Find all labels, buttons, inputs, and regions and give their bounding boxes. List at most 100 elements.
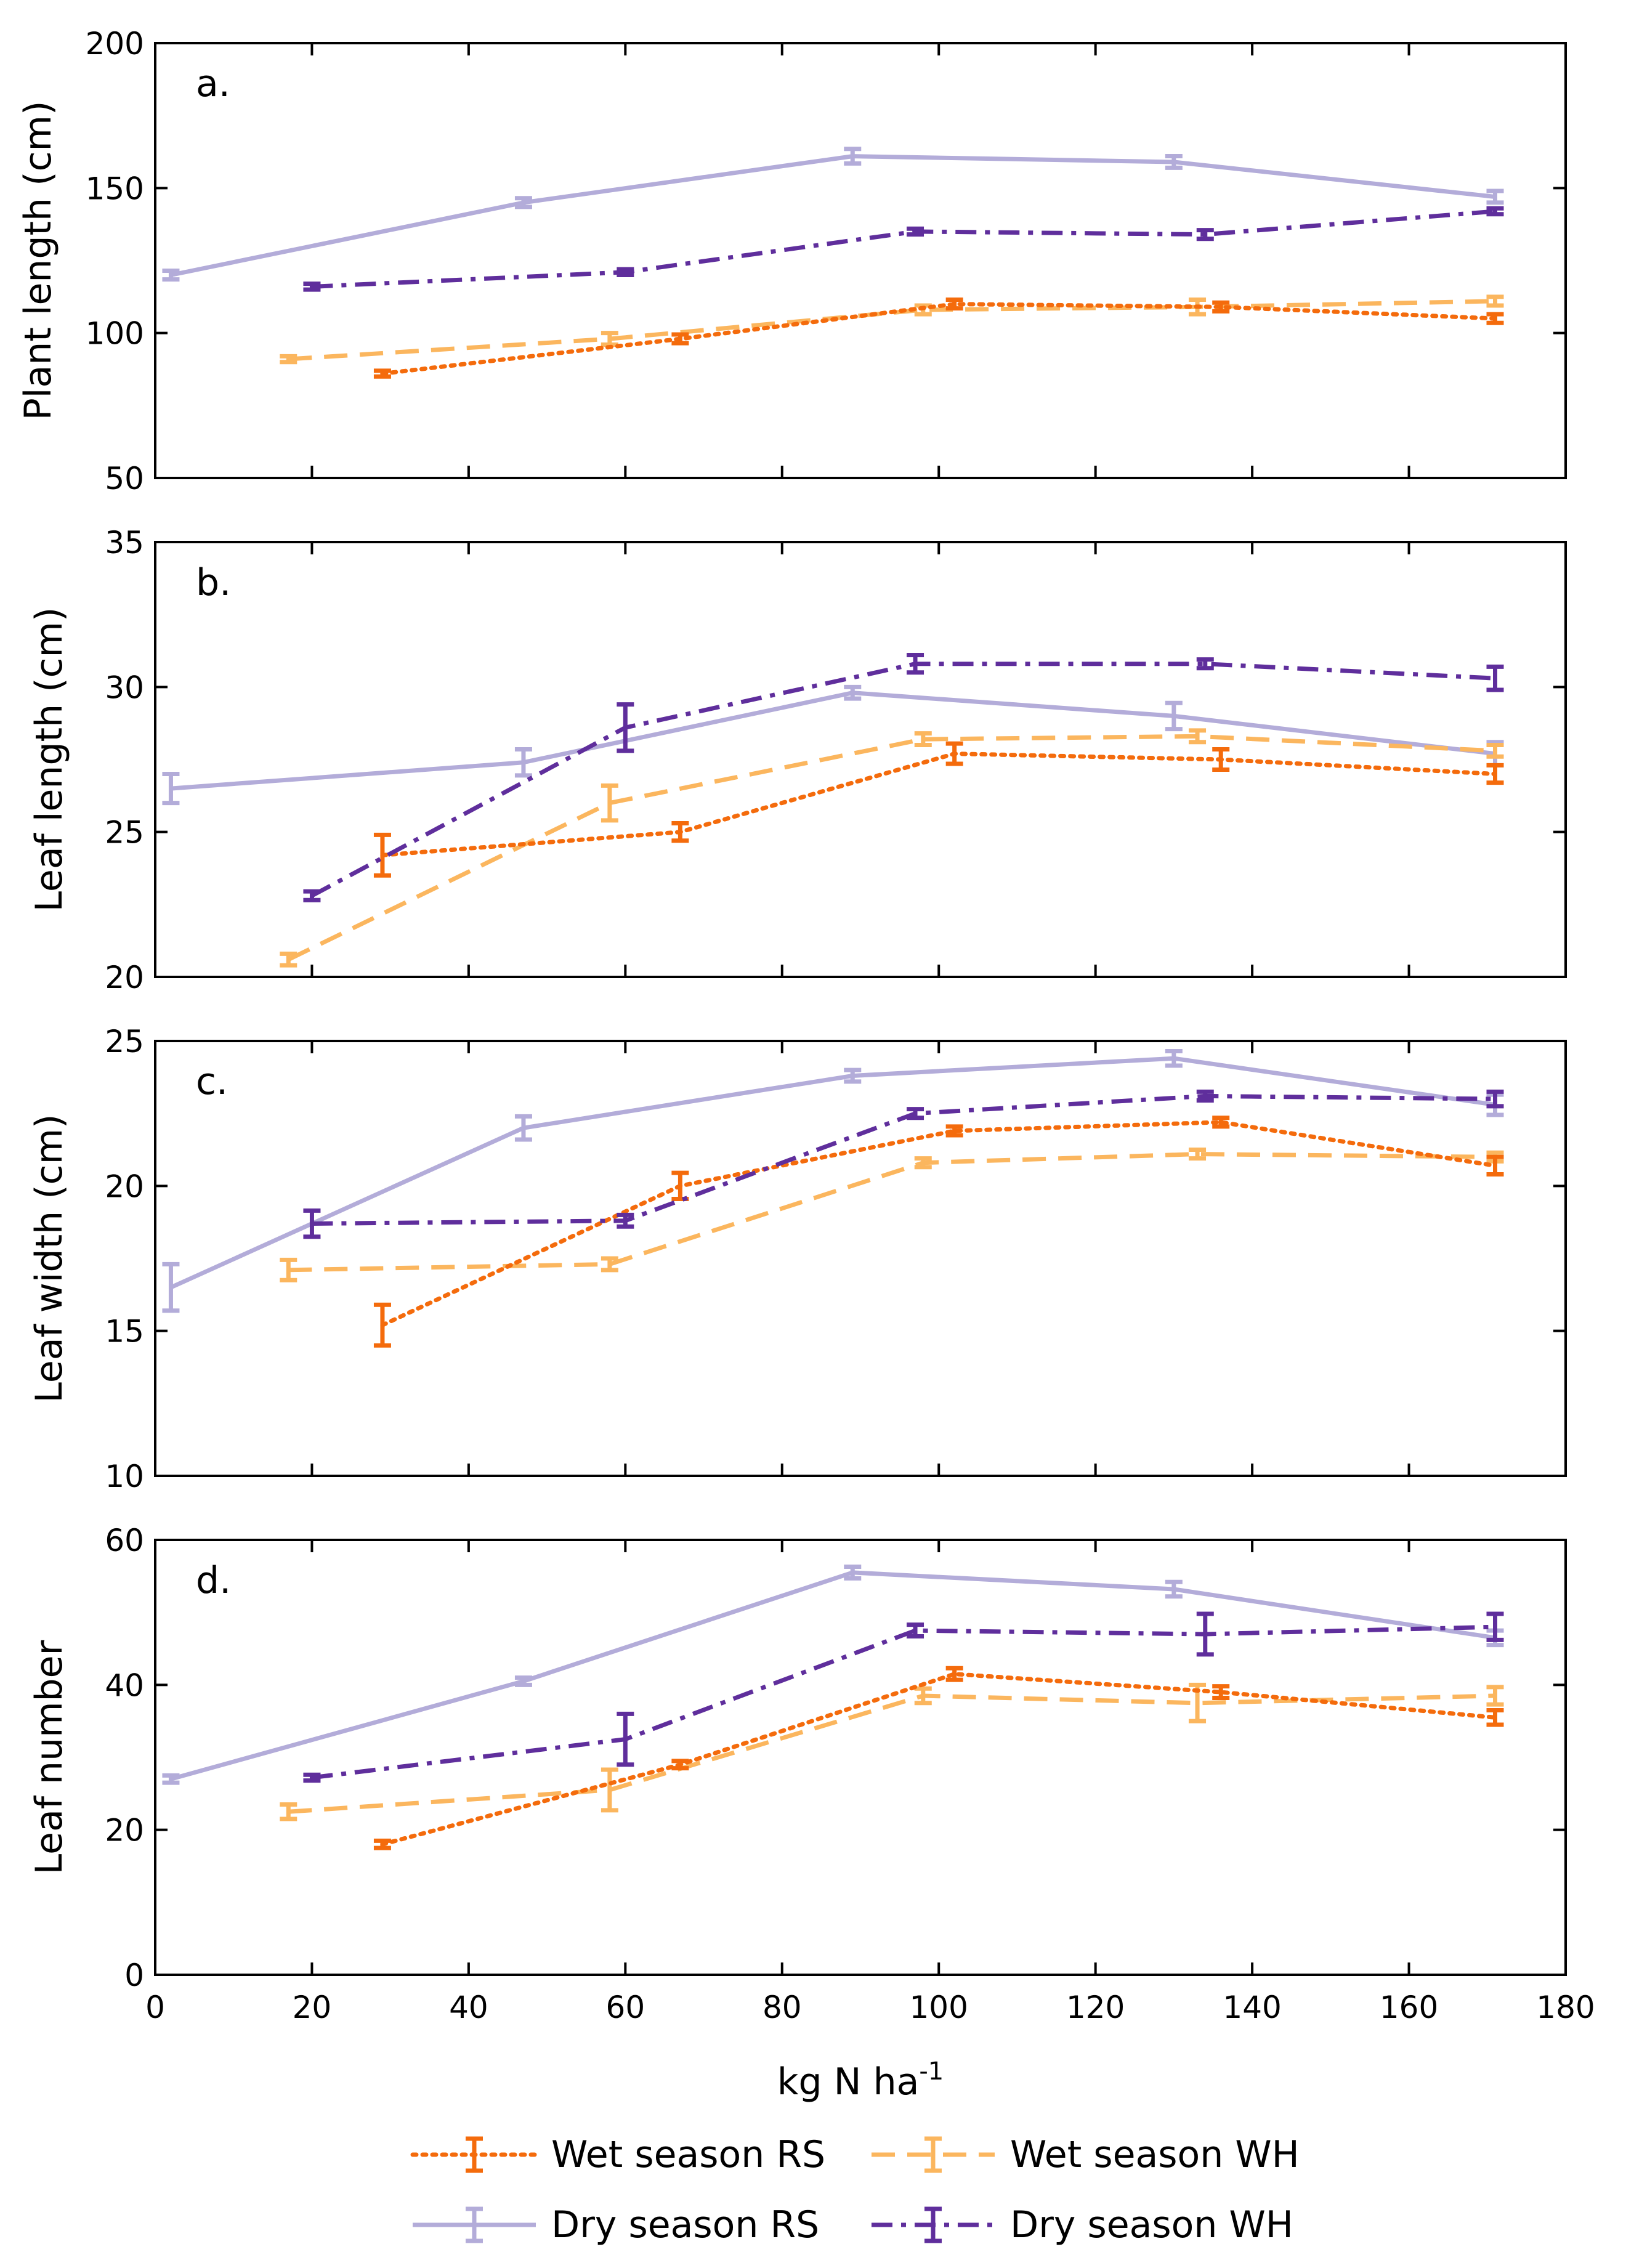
x-tick-label: 180 — [1536, 1990, 1595, 2025]
panel-c-wet-season-rs-line — [380, 1120, 1497, 1327]
panel-c-wet-season-rs-point — [1212, 1116, 1230, 1129]
panel-d-dry-season-wh-point — [1486, 1611, 1504, 1642]
panel-d-ytick-label: 20 — [105, 1813, 144, 1849]
panel-d-label: d. — [196, 1559, 231, 1602]
panel-a-dry-season-wh-point — [1486, 206, 1504, 217]
panel-b-wet-season-rs-point — [945, 741, 963, 766]
panel-d: d. Leaf number 0 20 40 60 0 20 40 60 80 100 120 140… — [28, 1523, 1595, 2025]
panel-b-wet-season-rs-point — [373, 832, 391, 878]
panel-d-series — [162, 1565, 1504, 1850]
panel-a-wet-season-rs-point — [1212, 300, 1230, 314]
panel-c-dry-season-rs-point — [514, 1114, 532, 1142]
panel-a-dry-season-rs-group — [162, 147, 1504, 282]
panel-b-dry-season-wh-point — [907, 653, 924, 675]
panel-b-dry-season-rs-group — [162, 684, 1504, 806]
x-tick-label: 0 — [145, 1990, 165, 2025]
legend-label: Dry season WH — [1010, 2203, 1293, 2246]
panel-a-dry-season-rs-point — [844, 147, 862, 166]
panel-a-dry-season-wh-point — [617, 267, 634, 278]
panel-d-wet-season-rs-group — [373, 1666, 1504, 1850]
panel-c-wet-season-wh-group — [280, 1148, 1504, 1282]
panel-a-wet-season-rs-point — [671, 332, 689, 346]
panel-c-ytick-label: 15 — [105, 1314, 144, 1350]
panel-c-series — [162, 1048, 1504, 1348]
panel-c-dry-season-wh-point — [617, 1212, 634, 1229]
panel-b-dry-season-wh-point — [1196, 657, 1214, 671]
panel-d-dry-season-rs-point — [1165, 1579, 1183, 1599]
panel-c-ytick-label: 20 — [105, 1168, 144, 1204]
panel-a-wet-season-rs-point — [945, 298, 963, 311]
panel-a-series — [162, 147, 1504, 379]
panel-d-wet-season-wh-point — [280, 1802, 297, 1821]
panel-a-ytick-label: 100 — [86, 316, 144, 352]
x-axis-title-superscript: -1 — [919, 2057, 944, 2086]
panel-b-frame — [154, 541, 1567, 978]
panel-c-wet-season-wh-point — [914, 1156, 932, 1170]
panel-d-dry-season-rs-point — [514, 1675, 532, 1687]
panel-b-wet-season-wh-point — [280, 951, 297, 968]
panel-a-dry-season-rs-point — [162, 268, 180, 282]
x-tick-label: 140 — [1223, 1990, 1281, 2025]
panel-d-wet-season-wh-point — [1486, 1685, 1504, 1707]
panel-a-ticks: 50 100 150 200 — [86, 26, 1567, 496]
panel-d-ytick-label: 0 — [124, 1958, 144, 1993]
panel-b-wet-season-wh-line — [287, 734, 1495, 962]
panel-c-wet-season-rs-group — [373, 1116, 1504, 1348]
panel-a-label: a. — [196, 62, 230, 105]
panel-b: b. Leaf length (cm) 20 25 30 35 — [28, 525, 1567, 995]
panel-d-wet-season-rs-point — [1212, 1684, 1230, 1701]
panel-a: a. Plant length (cm) 50 100 150 200 — [17, 26, 1567, 496]
panel-b-wet-season-wh-point — [1486, 742, 1504, 759]
legend-label: Dry season RS — [551, 2203, 819, 2246]
panel-b-dry-season-wh-group — [303, 653, 1504, 902]
panel-b-dry-season-rs-point — [162, 772, 180, 806]
panel-a-dry-season-wh-point — [303, 281, 321, 292]
panel-d-ytick-label: 60 — [105, 1523, 144, 1558]
panel-b-ytick-label: 35 — [105, 525, 144, 561]
legend-item-dry-wh: Dry season WH — [872, 2203, 1293, 2246]
panel-c: c. Leaf width (cm) 10 15 20 25 — [28, 1024, 1567, 1494]
panel-a-wet-season-wh-point — [280, 354, 297, 365]
x-axis-title-main: kg N ha — [777, 2060, 920, 2104]
panel-d-wet-season-wh-point — [601, 1767, 618, 1813]
panel-b-ytick-label: 30 — [105, 670, 144, 705]
panel-a-dry-season-wh-point — [907, 226, 924, 237]
panel-c-wet-season-wh-point — [1189, 1148, 1207, 1161]
panel-b-wet-season-rs-point — [1212, 747, 1230, 772]
panel-c-wet-season-wh-point — [601, 1256, 618, 1273]
panel-d-dry-season-rs-point — [844, 1565, 862, 1581]
panel-b-dry-season-wh-point — [303, 889, 321, 902]
panel-d-wet-season-rs-point — [671, 1759, 689, 1771]
x-axis-title: kg N ha-1 — [777, 2057, 944, 2104]
panel-c-ytick-label: 25 — [105, 1024, 144, 1059]
panel-a-dry-season-wh-group — [303, 206, 1504, 292]
panel-a-ytick-label: 150 — [86, 171, 144, 206]
panel-a-dry-season-wh-point — [1196, 228, 1214, 241]
panel-a-ylabel: Plant length (cm) — [17, 101, 60, 421]
panel-b-wet-season-rs-point — [671, 821, 689, 843]
panel-c-label: c. — [196, 1060, 228, 1103]
panel-b-wet-season-wh-point — [1189, 728, 1207, 745]
panel-b-wet-season-wh-group — [280, 728, 1504, 968]
panel-d-dry-season-wh-line — [311, 1624, 1495, 1780]
panel-a-ytick-label: 200 — [86, 26, 144, 62]
panel-a-ytick-label: 50 — [105, 461, 144, 496]
x-tick-label: 40 — [449, 1990, 488, 2025]
panel-c-ticks: 10 15 20 25 — [105, 1024, 1567, 1494]
legend: Wet season RS Wet season WH Dry season R… — [410, 2133, 1300, 2246]
x-tick-label: 60 — [606, 1990, 645, 2025]
panel-b-label: b. — [196, 561, 231, 604]
panel-b-ylabel: Leaf length (cm) — [28, 607, 71, 912]
panel-c-dry-season-wh-group — [303, 1089, 1504, 1239]
panel-a-wet-season-rs-point — [373, 368, 391, 379]
panel-d-dry-season-rs-group — [162, 1565, 1504, 1785]
panel-a-dry-season-rs-point — [514, 196, 532, 209]
panel-b-ytick-label: 20 — [105, 960, 144, 995]
panel-c-dry-season-rs-point — [162, 1262, 180, 1313]
panel-c-dry-season-wh-point — [1486, 1089, 1504, 1109]
panel-c-ylabel: Leaf width (cm) — [28, 1114, 71, 1403]
x-tick-label: 20 — [293, 1990, 332, 2025]
panel-b-wet-season-rs-point — [1486, 763, 1504, 785]
panel-a-wet-season-wh-line — [288, 299, 1495, 362]
